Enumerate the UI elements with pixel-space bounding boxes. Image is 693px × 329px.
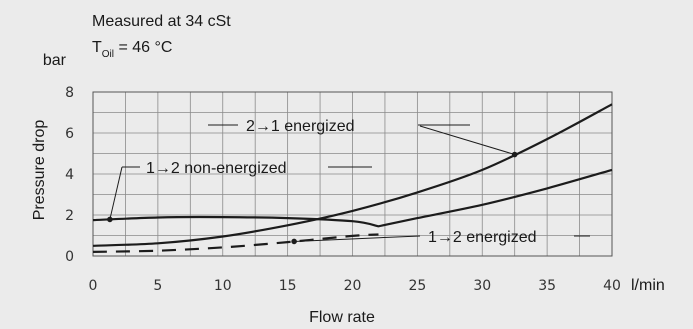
y-unit-label: bar (43, 52, 67, 69)
x-tick-label: 5 (153, 278, 162, 294)
series-annotations: 2→1 energized 1→2 non-energized 1→2 energi… (107, 118, 590, 246)
y-tick-label: 8 (65, 85, 74, 101)
x-tick-label: 20 (344, 278, 362, 294)
annotation-leader (419, 125, 515, 156)
x-tick-label: 25 (408, 278, 426, 294)
y-axis-label: Pressure drop (31, 120, 48, 221)
series-lines (92, 103, 613, 253)
temp-subscript: Oil (102, 49, 114, 60)
measured-note: Measured at 34 cSt (92, 13, 231, 30)
x-tick-label: 10 (214, 278, 232, 294)
annotation-leader (109, 166, 123, 220)
y-tick-label: 6 (65, 126, 74, 142)
series-line (92, 168, 613, 228)
plot-frame (92, 91, 613, 257)
y-tick-label: 0 (65, 249, 74, 265)
annotation-point (107, 216, 113, 223)
tick-labels: 0 5 10 15 20 25 30 35 40 0 2 4 6 8 (65, 85, 621, 294)
x-tick-label: 15 (279, 278, 297, 294)
annotation-label: 1→2 energized (428, 229, 537, 246)
x-tick-label: 40 (603, 278, 621, 294)
x-tick-label: 0 (89, 278, 98, 294)
y-tick-label: 4 (65, 167, 74, 183)
annotation-label: 1→2 non-energized (146, 160, 287, 177)
series-line (92, 103, 613, 247)
x-unit-label: l/min (631, 277, 665, 294)
temp-value: = 46 °C (114, 39, 172, 56)
grid-lines (92, 91, 613, 257)
y-tick-label: 2 (65, 208, 74, 224)
annotation-point (511, 151, 518, 158)
annotation-label: 2→1 energized (246, 118, 355, 135)
annotation-leader (294, 235, 421, 242)
temp-prefix: T (92, 39, 102, 56)
x-axis-label: Flow rate (309, 309, 375, 326)
x-tick-label: 30 (473, 278, 491, 294)
oil-temperature-note: TOil = 46 °C (92, 39, 172, 60)
series-line (92, 233, 379, 253)
x-tick-label: 35 (538, 278, 556, 294)
annotation-point (291, 238, 297, 245)
